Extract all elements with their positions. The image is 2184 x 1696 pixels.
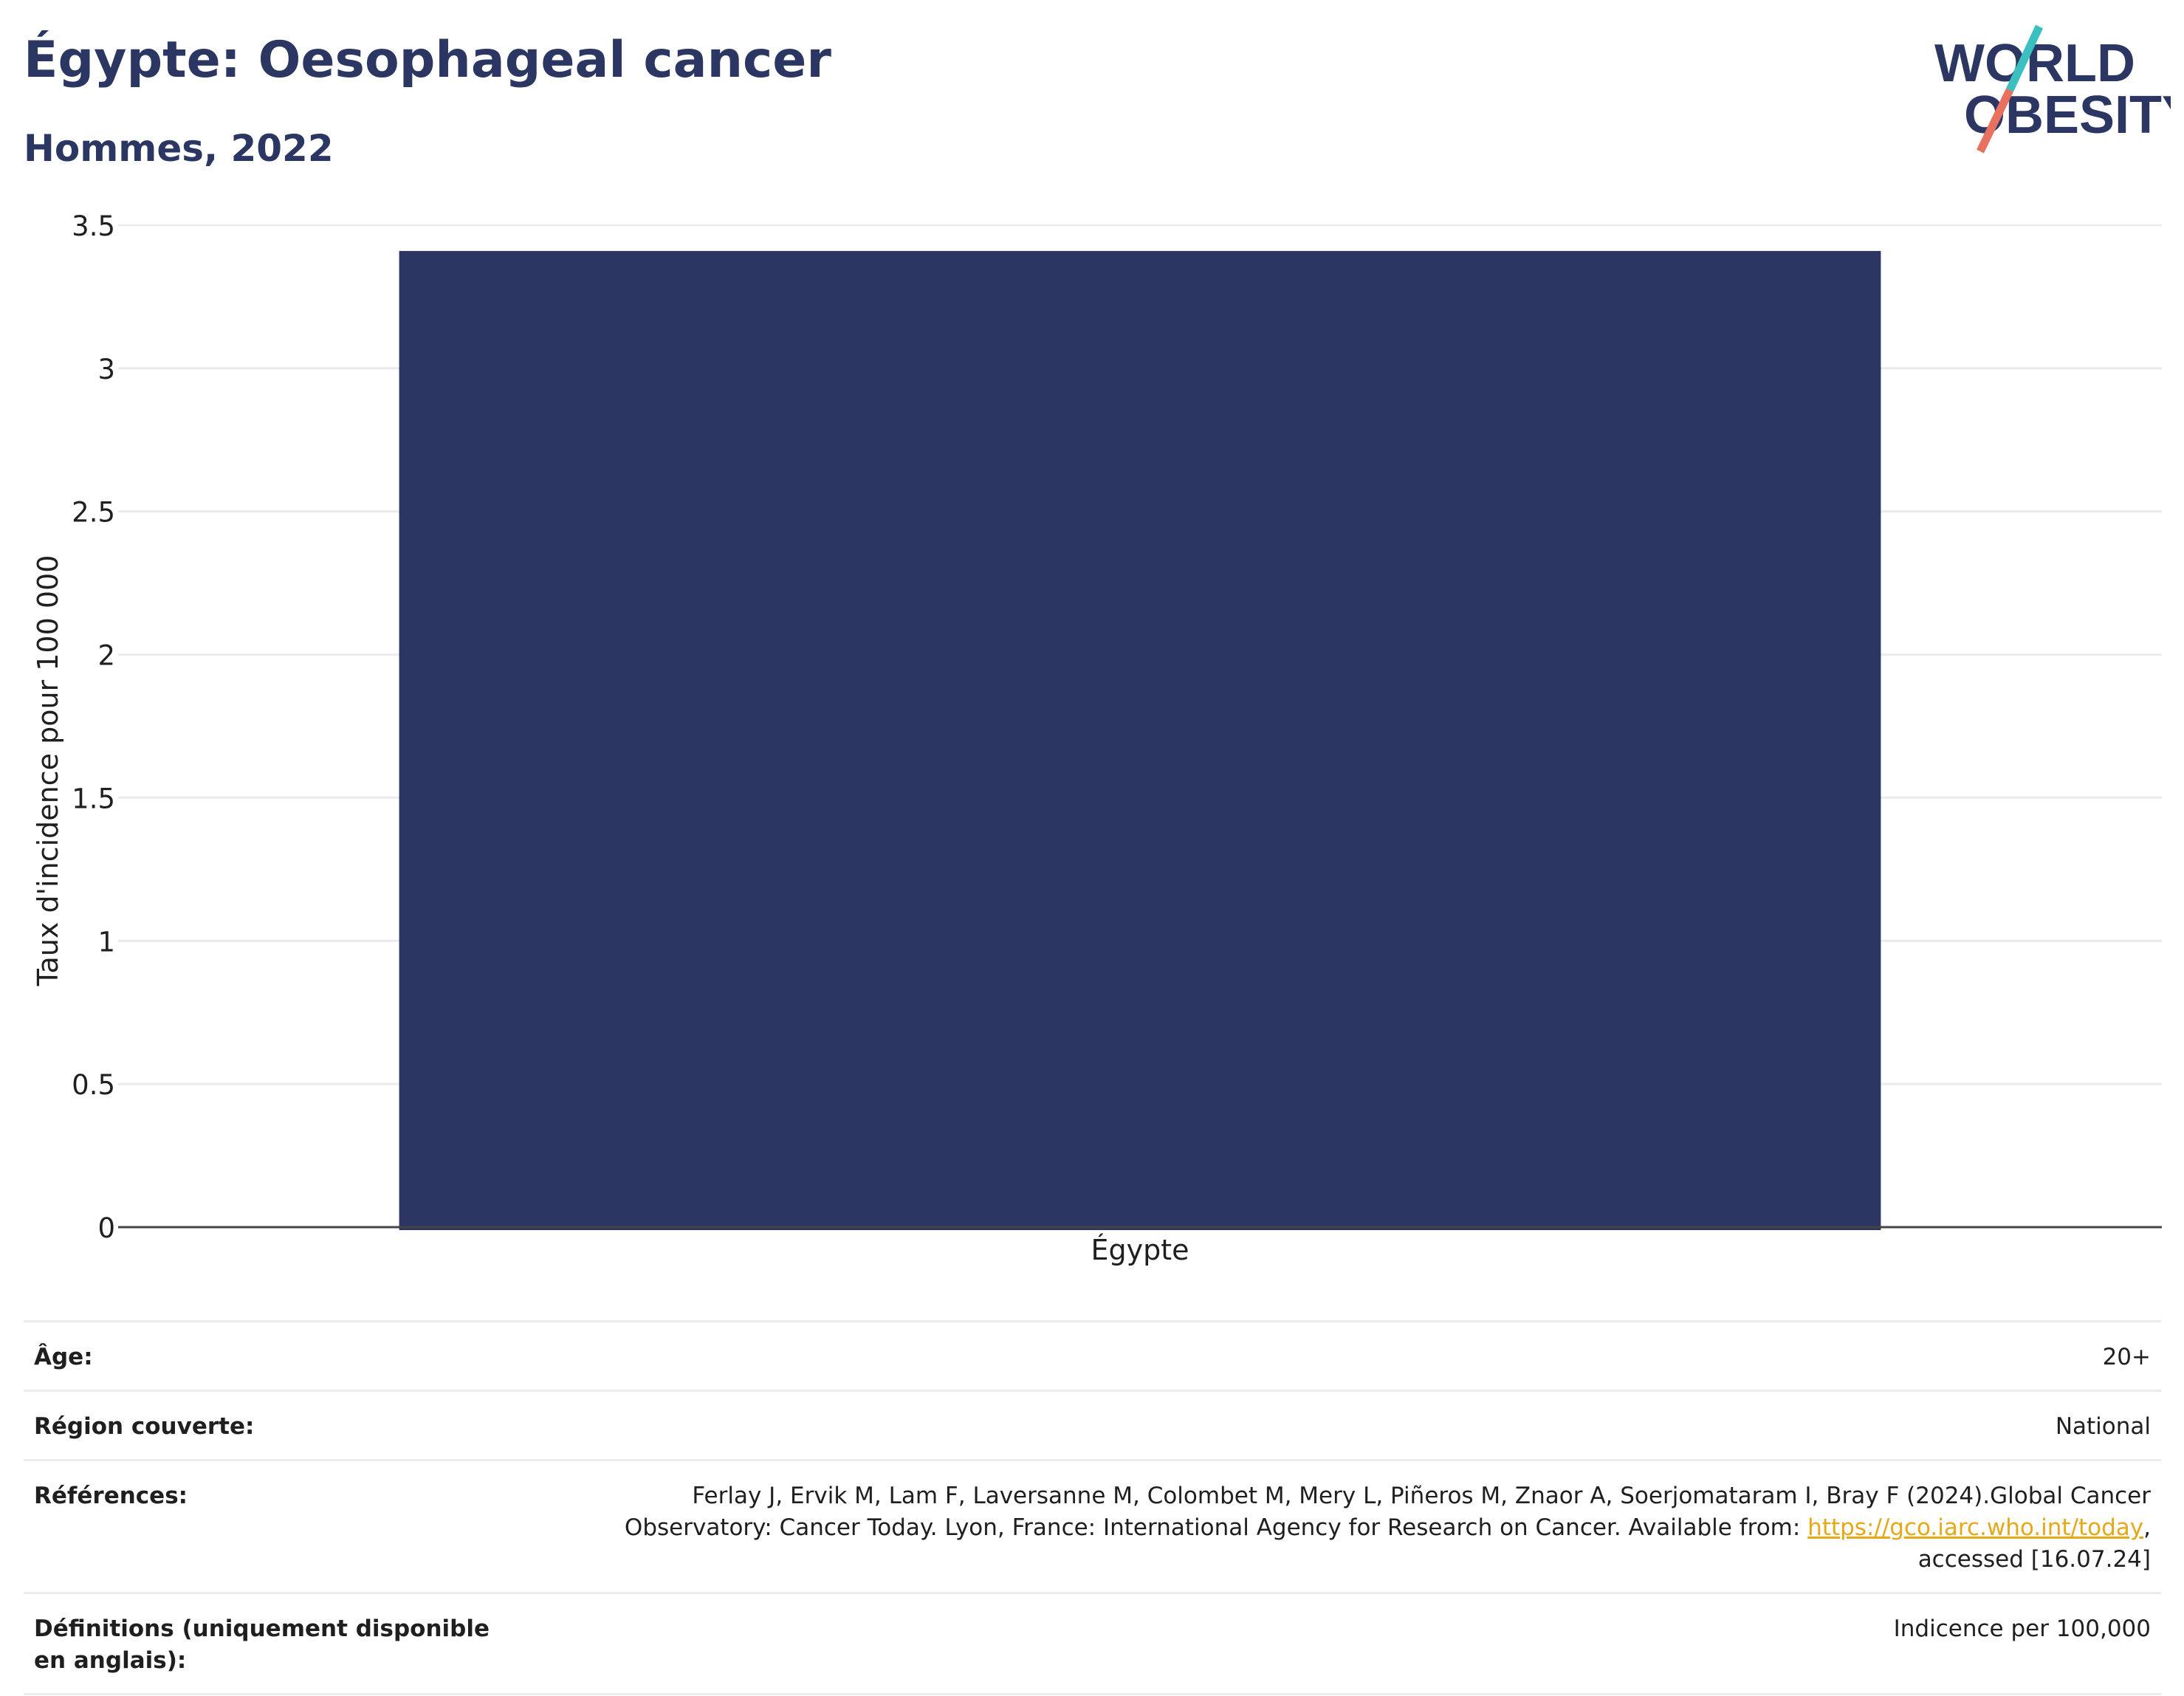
y-tick-label: 3.5	[72, 210, 115, 242]
age-value: 20+	[532, 1320, 2161, 1391]
y-tick-label: 0.5	[72, 1069, 115, 1101]
region-value: National	[532, 1390, 2161, 1460]
metadata-row-region: Région couverte: National	[24, 1390, 2161, 1460]
metadata-row-age: Âge: 20+	[24, 1320, 2161, 1391]
y-tick-label: 1	[97, 926, 115, 958]
references-link[interactable]: https://gco.iarc.who.int/today	[1807, 1514, 2144, 1541]
references-text-end: , accessed [16.07.24]	[1917, 1514, 2151, 1573]
y-tick-label: 0	[97, 1212, 115, 1244]
y-tick-label: 2.5	[72, 497, 115, 529]
bars	[399, 250, 1881, 1230]
y-axis-label: Taux d'incidence pour 100 000	[32, 555, 64, 987]
bar	[399, 250, 1881, 1230]
metadata-row-definitions: Définitions (uniquement disponible en an…	[24, 1592, 2161, 1695]
logo-slash-teal	[2006, 24, 2043, 92]
y-tick-labels: 0 0.5 1 1.5 2 2.5 3 3.5	[72, 210, 115, 1244]
logo-slash-coral	[1977, 88, 2013, 154]
world-obesity-logo: WORLD OBESITY	[1934, 24, 2171, 154]
chart-title: Égypte: Oesophageal cancer	[24, 31, 831, 89]
references-text: Ferlay J, Ervik M, Lam F, Laversanne M, …	[624, 1483, 2151, 1541]
metadata-table: Âge: 20+ Région couverte: National Référ…	[24, 1320, 2161, 1695]
metadata-row-references: Références: Ferlay J, Ervik M, Lam F, La…	[24, 1459, 2161, 1593]
definitions-label: Définitions (uniquement disponible en an…	[24, 1592, 532, 1695]
x-tick-label: Égypte	[1091, 1234, 1189, 1266]
bar-chart: 0 0.5 1 1.5 2 2.5 3 3.5 Égypte Taux d'incidence…	[32, 210, 2162, 1266]
y-tick-label: 3	[97, 354, 115, 385]
chart-subtitle: Hommes, 2022	[24, 127, 334, 170]
region-label: Région couverte:	[24, 1390, 532, 1460]
x-tick-labels: Égypte	[1091, 1234, 1189, 1266]
y-tick-label: 1.5	[72, 783, 115, 814]
definitions-value: Indicence per 100,000	[532, 1592, 2161, 1695]
age-label: Âge:	[24, 1320, 532, 1391]
y-tick-label: 2	[97, 640, 115, 672]
references-value: Ferlay J, Ervik M, Lam F, Laversanne M, …	[532, 1459, 2161, 1593]
references-label: Références:	[24, 1459, 532, 1593]
